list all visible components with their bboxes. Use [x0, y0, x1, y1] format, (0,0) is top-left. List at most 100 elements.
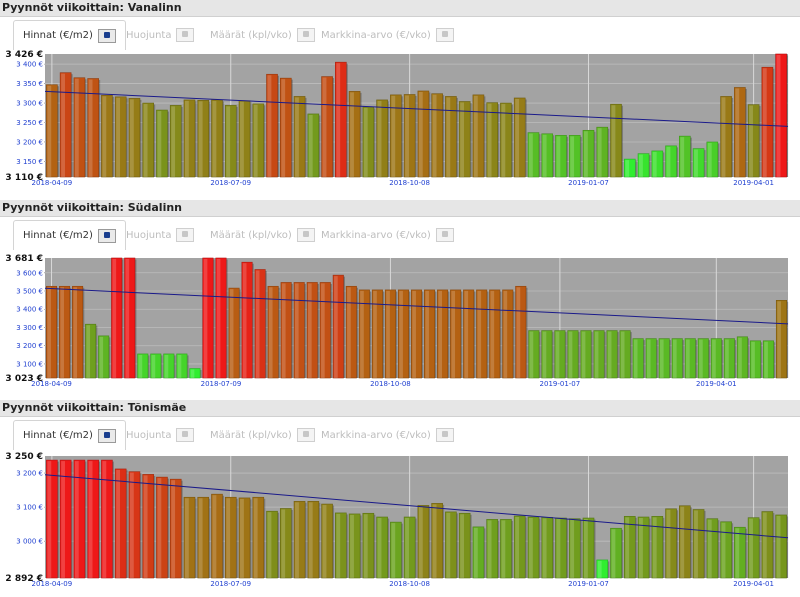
bar-highlight: [377, 518, 382, 578]
chart-type-icon[interactable]: [176, 228, 195, 242]
bar-highlight: [620, 331, 625, 378]
y-tick-label: 3 000 €: [16, 538, 43, 546]
bar-highlight: [625, 160, 630, 177]
chart-type-icon[interactable]: [296, 428, 315, 442]
bar-highlight: [570, 136, 575, 177]
bar-highlight: [157, 111, 162, 177]
chart-type-icon[interactable]: [176, 28, 195, 42]
bar: [502, 289, 515, 379]
chart-type-icon[interactable]: [176, 428, 195, 442]
bar: [761, 511, 775, 579]
bar-body: [293, 96, 306, 178]
chart-type-icon[interactable]: [435, 428, 454, 442]
bar: [723, 338, 737, 379]
bar-body: [150, 353, 162, 379]
y-max-label: 3 681 €: [5, 254, 43, 264]
tab-volatility[interactable]: Huojunta: [126, 420, 195, 450]
tab-quantities[interactable]: Määrät (kpl/vko): [210, 420, 315, 450]
chart-type-icon[interactable]: [435, 228, 454, 242]
bar: [775, 514, 789, 579]
bar: [189, 368, 202, 379]
bar-highlight: [240, 498, 244, 578]
bar-highlight: [295, 97, 299, 177]
bar-highlight: [652, 517, 657, 578]
bar: [307, 113, 321, 178]
bar-highlight: [336, 513, 341, 578]
bar-highlight: [268, 287, 273, 378]
x-tick-label: 2018-10-08: [370, 380, 411, 388]
bar: [679, 135, 692, 178]
bar-body: [128, 98, 141, 178]
bar-body: [637, 516, 650, 579]
bar-highlight: [528, 133, 533, 177]
tab-label: Markkina-arvo (€/vko): [321, 429, 431, 441]
bar-body: [238, 497, 251, 579]
chart-type-icon[interactable]: [97, 428, 116, 443]
bar: [541, 133, 555, 178]
bar-body: [527, 516, 540, 579]
bar-body: [417, 90, 430, 178]
bar: [348, 91, 362, 178]
bar-highlight: [116, 469, 121, 578]
chart-type-icon[interactable]: [296, 28, 315, 42]
bar: [527, 132, 541, 178]
tab-quantities[interactable]: Määrät (kpl/vko): [210, 220, 315, 250]
bar-body: [46, 285, 58, 379]
bar-highlight: [253, 498, 258, 578]
bar-body: [515, 285, 527, 379]
tab-market-value[interactable]: Markkina-arvo (€/vko): [321, 420, 454, 450]
bar-highlight: [360, 290, 364, 378]
tab-volatility[interactable]: Huojunta: [126, 20, 195, 50]
bar: [252, 103, 266, 178]
bar-body: [582, 129, 595, 178]
chart-type-icon[interactable]: [97, 228, 116, 243]
tab-quantities[interactable]: Määrät (kpl/vko): [210, 20, 315, 50]
tab-market-value[interactable]: Markkina-arvo (€/vko): [321, 20, 454, 50]
bar-body: [610, 103, 622, 178]
bar-body: [619, 330, 631, 379]
bar-highlight: [129, 472, 134, 578]
tab-label: Huojunta: [126, 429, 172, 441]
bar: [87, 459, 101, 579]
bar: [59, 72, 73, 178]
chart-type-icon[interactable]: [435, 28, 454, 42]
bar-highlight: [88, 461, 93, 578]
bar-highlight: [721, 522, 726, 578]
bar-highlight: [267, 512, 272, 578]
bar: [397, 289, 411, 379]
chart-type-icon[interactable]: [97, 28, 116, 43]
bar: [736, 336, 750, 379]
bar-highlight: [735, 528, 740, 578]
tab-prices[interactable]: Hinnat (€/m2): [13, 220, 126, 250]
chart-type-icon[interactable]: [296, 228, 315, 242]
bar-body: [280, 282, 292, 379]
tab-market-value[interactable]: Markkina-arvo (€/vko): [321, 220, 454, 250]
bar: [582, 129, 596, 178]
bar: [528, 330, 541, 379]
bar-body: [554, 330, 566, 379]
bar-body: [580, 330, 592, 379]
bar: [238, 497, 252, 579]
bar-body: [371, 289, 383, 379]
tab-label: Huojunta: [126, 29, 172, 41]
chart-section-tonismae: Pyynnöt viikoittain: Tõnismäe Hinnat (€/…: [0, 400, 800, 597]
tab-prices[interactable]: Hinnat (€/m2): [13, 420, 126, 450]
bar: [362, 106, 376, 178]
bar-highlight: [515, 516, 520, 578]
bar-body: [46, 459, 58, 579]
bar-highlight: [633, 339, 638, 378]
bar: [156, 476, 169, 579]
bar-body: [720, 96, 732, 178]
tab-prices[interactable]: Hinnat (€/m2): [13, 20, 126, 50]
tab-volatility[interactable]: Huojunta: [126, 220, 195, 250]
bar-highlight: [666, 146, 671, 177]
bar-highlight: [751, 341, 755, 378]
bar-body: [424, 289, 436, 379]
y-tick-label: 3 500 €: [16, 288, 43, 296]
bar-highlight: [487, 520, 492, 578]
bar-highlight: [308, 114, 313, 177]
bar: [623, 158, 637, 178]
bar-highlight: [198, 101, 203, 177]
bar: [762, 340, 776, 379]
bar: [224, 105, 238, 178]
